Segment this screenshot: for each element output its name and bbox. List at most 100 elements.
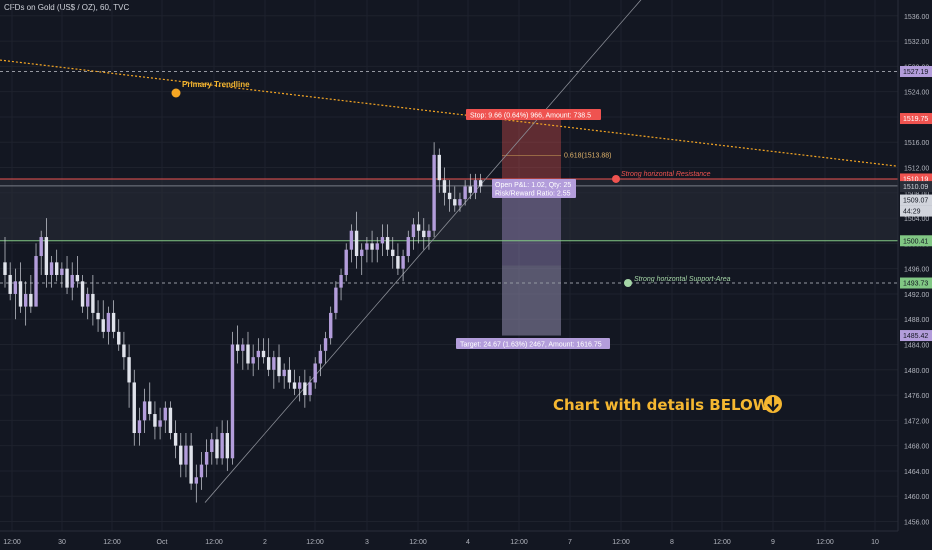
candle-body xyxy=(411,224,416,238)
price-axis: 1536.001532.001528.001524.001520.001516.… xyxy=(897,0,932,550)
ascending-trendline xyxy=(204,0,642,503)
svg-text:44:29: 44:29 xyxy=(903,209,921,216)
price-label: 1493.73 xyxy=(900,277,932,289)
candle-body xyxy=(117,331,121,345)
candle-body xyxy=(230,344,235,459)
candle-body xyxy=(406,237,410,257)
price-zones xyxy=(0,118,898,336)
x-tick-label: 30 xyxy=(58,539,66,546)
y-tick-label: 1488.00 xyxy=(904,317,929,324)
candle-body xyxy=(297,382,302,389)
candle-body xyxy=(251,357,255,364)
candle-body xyxy=(473,180,478,193)
candle-body xyxy=(432,154,436,231)
candle-body xyxy=(241,344,245,351)
x-tick-label: 12:00 xyxy=(816,539,834,546)
candle-body xyxy=(80,281,85,307)
x-tick-label: 12:00 xyxy=(409,539,427,546)
cta-text: Chart with details BELOW xyxy=(553,396,770,414)
svg-text:1509.07: 1509.07 xyxy=(903,198,928,205)
candle-body xyxy=(39,237,43,257)
candle-body xyxy=(292,382,297,389)
candle-body xyxy=(323,338,328,351)
svg-text:1500.41: 1500.41 xyxy=(903,238,928,245)
x-tick-label: 4 xyxy=(466,539,470,546)
price-label: 1519.75 xyxy=(900,113,932,125)
x-tick-label: 12:00 xyxy=(612,539,630,546)
pnl-label-box: Open P&L: 1.02, Qty: 25 Risk/Reward Ratio… xyxy=(492,179,576,198)
price-label: 1509.07 xyxy=(900,194,932,206)
support-marker xyxy=(624,279,632,288)
x-tick-label: 8 xyxy=(670,539,674,546)
y-tick-label: 1508.00 xyxy=(904,191,929,198)
grid xyxy=(0,0,898,531)
candle-body xyxy=(468,186,472,193)
candle-body xyxy=(463,186,467,200)
candle-body xyxy=(168,407,173,434)
y-tick-label: 1468.00 xyxy=(904,444,929,451)
candle-body xyxy=(261,350,266,358)
trendline-anchor xyxy=(171,88,181,98)
candle-body xyxy=(184,445,188,465)
fib-label: 0.618(1513.88) xyxy=(564,153,611,160)
candle-body xyxy=(442,180,447,193)
candle-body xyxy=(96,312,100,320)
candle-body xyxy=(225,433,230,459)
candle-body xyxy=(282,369,286,377)
support-label: Strong horizontal Support-Area xyxy=(634,276,731,283)
target-zone-lower xyxy=(502,265,561,336)
x-tick-label: 7 xyxy=(568,539,572,546)
candle-body xyxy=(111,312,116,332)
candle-body xyxy=(179,445,183,465)
candle-body xyxy=(220,433,224,459)
price-label: 1510.19 xyxy=(900,173,932,185)
price-label: 1510.09 xyxy=(900,181,932,193)
candle-body xyxy=(437,154,441,181)
candle-body xyxy=(65,268,69,288)
stop-zone xyxy=(502,118,561,180)
candle-body xyxy=(370,243,374,250)
stop-label-box: Stop: 9.66 (0.64%) 966, Amount: 738.5 xyxy=(466,109,601,120)
candle-body xyxy=(391,249,395,257)
candle-body xyxy=(3,262,7,275)
candle-body xyxy=(158,420,162,427)
candle-body xyxy=(375,243,379,250)
consolidation-zone xyxy=(0,178,898,241)
candle-body xyxy=(122,344,126,358)
time-axis: 12:00 30 12:00 Oct 12:00 2 12:00 3 12:00 4 12:00 7 1… xyxy=(0,530,898,550)
candle-body xyxy=(365,243,369,250)
candle-body xyxy=(272,357,276,370)
candle-body xyxy=(34,256,38,307)
candle-body xyxy=(148,401,152,415)
candle-body xyxy=(396,256,400,269)
candle-body xyxy=(210,439,214,452)
x-tick-label: 12:00 xyxy=(3,539,21,546)
primary-trendline xyxy=(0,59,899,167)
candle-body xyxy=(427,230,431,238)
candle-body xyxy=(308,382,312,396)
candle-body xyxy=(422,230,426,238)
candle-body xyxy=(189,445,193,484)
candle-body xyxy=(385,237,390,250)
candle-body xyxy=(287,369,292,383)
candle-body xyxy=(339,274,343,288)
candle-body xyxy=(354,230,359,257)
y-tick-label: 1532.00 xyxy=(904,39,929,46)
candle-body xyxy=(29,293,33,307)
pnl-label-1: Open P&L: 1.02, Qty: 25 xyxy=(495,182,571,189)
candle-body xyxy=(416,224,421,231)
y-tick-label: 1464.00 xyxy=(904,469,929,476)
candle-body xyxy=(44,237,49,275)
y-tick-label: 1536.00 xyxy=(904,14,929,21)
candle-body xyxy=(49,262,54,275)
candle-body xyxy=(127,357,131,383)
y-tick-label: 1512.00 xyxy=(904,166,929,173)
candle-body xyxy=(132,382,136,434)
x-tick-label: 9 xyxy=(771,539,775,546)
candle-body xyxy=(153,414,157,427)
candle-body xyxy=(91,293,95,313)
x-tick-label: 2 xyxy=(263,539,267,546)
x-tick-label: 12:00 xyxy=(205,539,223,546)
candle-body xyxy=(199,464,204,478)
